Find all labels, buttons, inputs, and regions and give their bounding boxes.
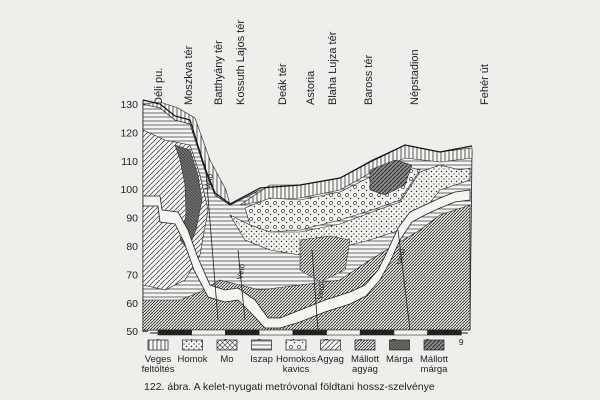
geological-section-figure: Déli pu. Moszkva tér Batthyány tér Kossuth … — [120, 20, 491, 375]
legend-swatch — [389, 339, 410, 351]
tunnel-line — [142, 189, 471, 329]
legend-label: Iszap — [250, 354, 273, 365]
distance-tick-label: 9 — [459, 337, 464, 347]
elevation-tick-label: 100 — [120, 184, 138, 196]
scale-segment — [292, 329, 327, 336]
station-label: Kossuth Lajos tér — [235, 20, 247, 105]
legend-swatch — [216, 339, 238, 351]
fault-line-3 — [311, 249, 319, 331]
station-label: Astoria — [305, 70, 317, 105]
layer-weathered-clay — [299, 235, 351, 283]
fault-label-1: Vető — [203, 172, 215, 190]
elevation-tick-label: 90 — [126, 213, 138, 225]
fault-line-4 — [397, 229, 411, 331]
legend-swatch — [354, 339, 376, 351]
elevation-tick-label: 110 — [121, 156, 138, 168]
scale-segment — [225, 329, 260, 336]
scale-segment — [191, 329, 226, 336]
section-body — [142, 99, 473, 331]
legend-label: Homokos kavics — [276, 354, 316, 375]
scale-segment — [326, 329, 361, 336]
scale-segment — [359, 329, 395, 336]
legend-swatch — [182, 339, 203, 351]
station-label: Baross tér — [363, 55, 375, 105]
fault-line-1 — [204, 159, 219, 321]
scale-segment — [258, 329, 294, 336]
legend-label: Agyag — [317, 354, 344, 365]
layer-weathered-marl — [369, 159, 413, 196]
legend-label: Márga — [386, 354, 414, 365]
station-label: Moszkva tér — [183, 45, 195, 105]
legend-label: Veges feltöltés — [142, 354, 175, 375]
fault-label-3: Vető — [315, 282, 327, 300]
station-label: Fehér út — [479, 64, 491, 105]
station-label: Deák tér — [277, 63, 289, 105]
station-labels: Déli pu. Moszkva tér Batthyány tér Kossuth … — [153, 20, 491, 105]
legend-swatch — [251, 339, 272, 351]
legend-swatch — [423, 339, 445, 351]
elevation-tick-label: 50 — [126, 326, 138, 338]
legend-swatch — [285, 339, 307, 351]
elevation-tick-label: 60 — [126, 298, 138, 310]
figure-caption: 122. ábra. A kelet-nyugati metróvonal fö… — [144, 381, 435, 393]
elevation-tick-label: 70 — [126, 269, 138, 281]
scale-segment — [427, 329, 462, 336]
legend-swatch — [320, 339, 341, 351]
legend-label: Mo — [220, 354, 233, 365]
elevation-tick-label: 120 — [120, 127, 138, 139]
station-label: Batthyány tér — [213, 40, 225, 105]
legend-label: Mállott agyag — [351, 354, 379, 375]
fault-label-4: Vető — [395, 247, 407, 265]
station-label: Déli pu. — [153, 68, 165, 105]
ground-surface — [142, 99, 473, 205]
legend-label: Homok — [177, 354, 207, 365]
scale-segment — [157, 329, 193, 336]
elevation-tick-label: 130 — [120, 99, 138, 111]
layer-fill-top — [142, 101, 231, 206]
elevation-tick-label: 80 — [126, 241, 138, 253]
legend-swatch — [147, 339, 169, 351]
legend-label: Mállott márga — [420, 354, 448, 375]
fault-line-2 — [237, 249, 246, 321]
station-label: Népstadion — [409, 49, 421, 105]
fault-label-2: Vető — [235, 262, 247, 280]
station-label: Blaha Lujza tér — [327, 31, 339, 105]
scale-segment — [393, 329, 428, 336]
